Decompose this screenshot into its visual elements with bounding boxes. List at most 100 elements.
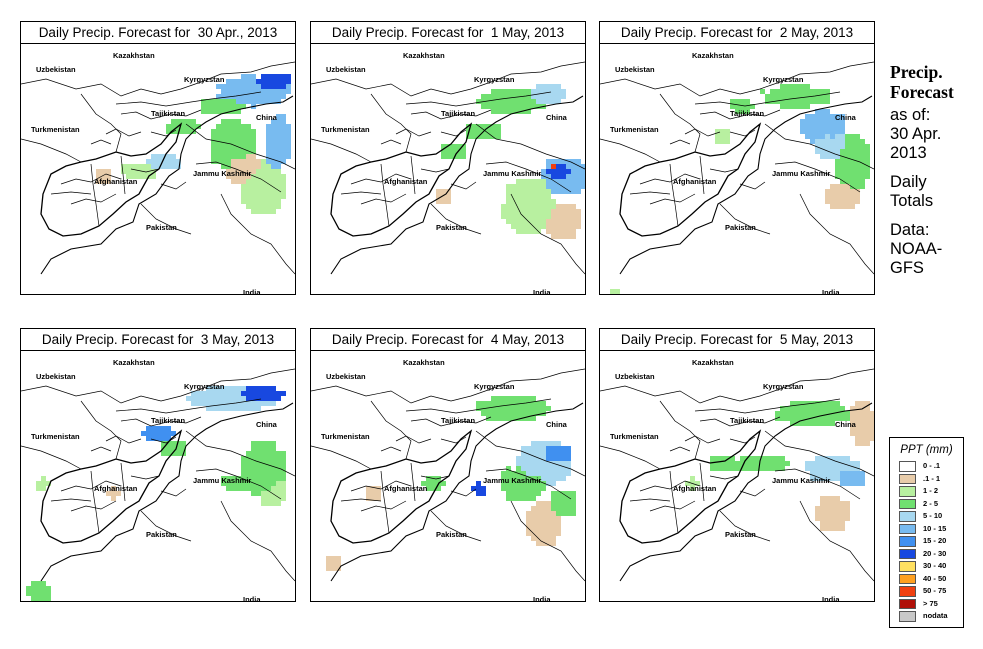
precip-cell — [271, 396, 276, 401]
precip-cell — [266, 476, 271, 481]
border-line — [699, 109, 781, 120]
precip-cell — [36, 581, 41, 586]
precip-cell — [745, 461, 750, 466]
precip-cell — [246, 386, 251, 391]
precip-cell — [266, 386, 271, 391]
precip-cell — [556, 466, 561, 471]
precip-cell — [221, 164, 226, 169]
precip-cell — [855, 441, 860, 446]
precip-cell — [785, 411, 790, 416]
precip-cell — [725, 456, 730, 461]
precip-cell — [251, 476, 256, 481]
precip-cell — [551, 456, 556, 461]
precip-cell — [271, 199, 276, 204]
precip-cell — [211, 134, 216, 139]
precip-cell — [531, 471, 536, 476]
precip-cell — [855, 471, 860, 476]
precip-cell — [276, 149, 281, 154]
precip-cell — [481, 104, 486, 109]
precip-cell — [825, 466, 830, 471]
border-line — [115, 91, 262, 107]
precip-cell — [166, 129, 171, 134]
precip-cell — [765, 461, 770, 466]
precip-cell — [151, 431, 156, 436]
precip-cell — [566, 506, 571, 511]
precip-cell — [491, 411, 496, 416]
precip-cell — [171, 431, 176, 436]
precip-cell — [146, 436, 151, 441]
precip-cell — [191, 124, 196, 129]
precip-cell — [551, 516, 556, 521]
precip-cell — [241, 84, 246, 89]
precip-cell — [541, 214, 546, 219]
map-label-pakistan: Pakistan — [146, 530, 177, 539]
precip-cell — [476, 486, 481, 491]
border-line — [120, 416, 202, 427]
precip-cell — [161, 164, 166, 169]
precip-cell — [526, 109, 531, 114]
precip-cell — [516, 199, 521, 204]
precip-cell — [820, 496, 825, 501]
precip-cell — [446, 194, 451, 199]
precip-cell — [541, 541, 546, 546]
precip-cell — [271, 129, 276, 134]
map-label-jammu-kashmir: Jammu Kashmir — [193, 476, 251, 485]
precip-cell — [521, 194, 526, 199]
precip-cell — [486, 94, 491, 99]
border-line — [311, 138, 372, 163]
precip-cell — [491, 401, 496, 406]
precip-cell — [436, 199, 441, 204]
precip-cell — [810, 421, 815, 426]
precip-cell — [41, 581, 46, 586]
precip-cell — [36, 586, 41, 591]
precip-cell — [795, 84, 800, 89]
legend-swatch — [899, 473, 916, 484]
precip-cell — [286, 89, 291, 94]
precip-cell — [735, 466, 740, 471]
border-line — [350, 480, 412, 492]
map-label-tajikistan: Tajikistan — [441, 109, 475, 118]
precip-cell — [511, 496, 516, 501]
precip-cell — [715, 139, 720, 144]
precip-cell — [561, 94, 566, 99]
precip-cell — [855, 406, 860, 411]
border-line — [629, 191, 671, 195]
precip-cell — [516, 209, 521, 214]
precip-cell — [536, 481, 541, 486]
precip-cell — [511, 406, 516, 411]
map-label-china: China — [835, 420, 857, 429]
precip-cell — [780, 99, 785, 104]
precip-cell — [556, 506, 561, 511]
precip-cell — [166, 441, 171, 446]
precip-cell — [561, 89, 566, 94]
precip-cell — [830, 129, 835, 134]
precip-cell — [805, 411, 810, 416]
precip-cell — [531, 214, 536, 219]
precip-cell — [266, 149, 271, 154]
legend-label: 15 - 20 — [923, 536, 947, 545]
precip-cell — [531, 511, 536, 516]
map-label-kazakhstan: Kazakhstan — [692, 51, 734, 60]
border-line — [220, 193, 295, 275]
legend-label: 10 - 15 — [923, 523, 947, 533]
precip-cell — [740, 109, 745, 114]
precip-cell — [251, 446, 256, 451]
legend-item: 0 - .1 — [890, 460, 963, 473]
precip-cell — [281, 481, 286, 486]
precip-cell — [261, 189, 266, 194]
precip-cell — [366, 486, 371, 491]
precip-cell — [815, 471, 820, 476]
precip-cell — [261, 501, 266, 506]
precip-cell — [476, 124, 481, 129]
precip-cell — [486, 401, 491, 406]
country-borders — [21, 368, 295, 582]
precip-cell — [226, 386, 231, 391]
precip-cell — [371, 486, 376, 491]
precip-cell — [561, 169, 566, 174]
precip-cell — [561, 446, 566, 451]
precip-cell — [221, 139, 226, 144]
precip-cell — [825, 189, 830, 194]
precip-cell — [266, 209, 271, 214]
legend-item: > 75 — [890, 598, 963, 611]
